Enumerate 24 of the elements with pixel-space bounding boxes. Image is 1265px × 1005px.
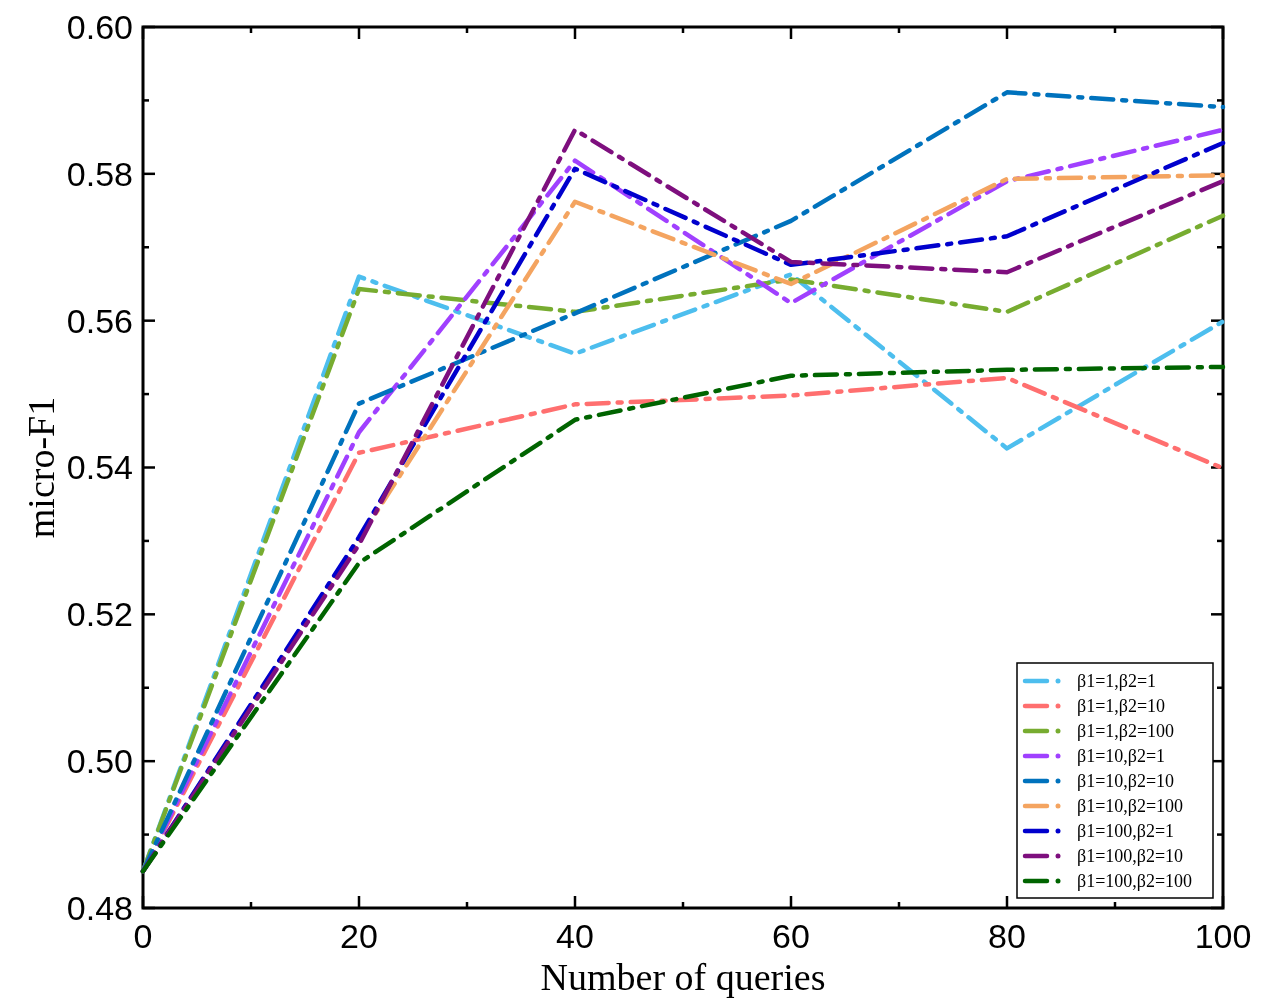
y-tick-label: 0.50 [66,742,133,781]
legend-label: β1=1,β2=100 [1077,721,1175,742]
x-tick-label: 40 [556,917,594,955]
y-tick-label: 0.58 [66,154,133,193]
x-tick-label: 0 [133,917,153,955]
x-tick-label: 80 [988,917,1026,955]
legend-label: β1=100,β2=10 [1077,846,1184,867]
y-tick-label: 0.52 [66,595,133,634]
x-tick-label: 20 [340,917,378,955]
x-tick-label: 100 [1194,917,1252,955]
y-tick-label: 0.60 [66,7,133,46]
legend-label: β1=1,β2=1 [1077,671,1157,692]
legend-label: β1=10,β2=10 [1077,771,1175,792]
x-tick-label: 60 [772,917,810,955]
legend-label: β1=10,β2=1 [1077,746,1166,767]
legend-label: β1=1,β2=10 [1077,696,1166,717]
y-axis-title: micro-F1 [20,396,62,539]
x-axis-title: Number of queries [540,956,826,998]
y-tick-label: 0.48 [66,888,133,927]
y-tick-label: 0.54 [66,448,133,487]
legend-label: β1=10,β2=100 [1077,796,1184,817]
legend-label: β1=100,β2=1 [1077,821,1175,842]
legend-label: β1=100,β2=100 [1077,871,1193,892]
y-tick-label: 0.56 [66,301,133,340]
